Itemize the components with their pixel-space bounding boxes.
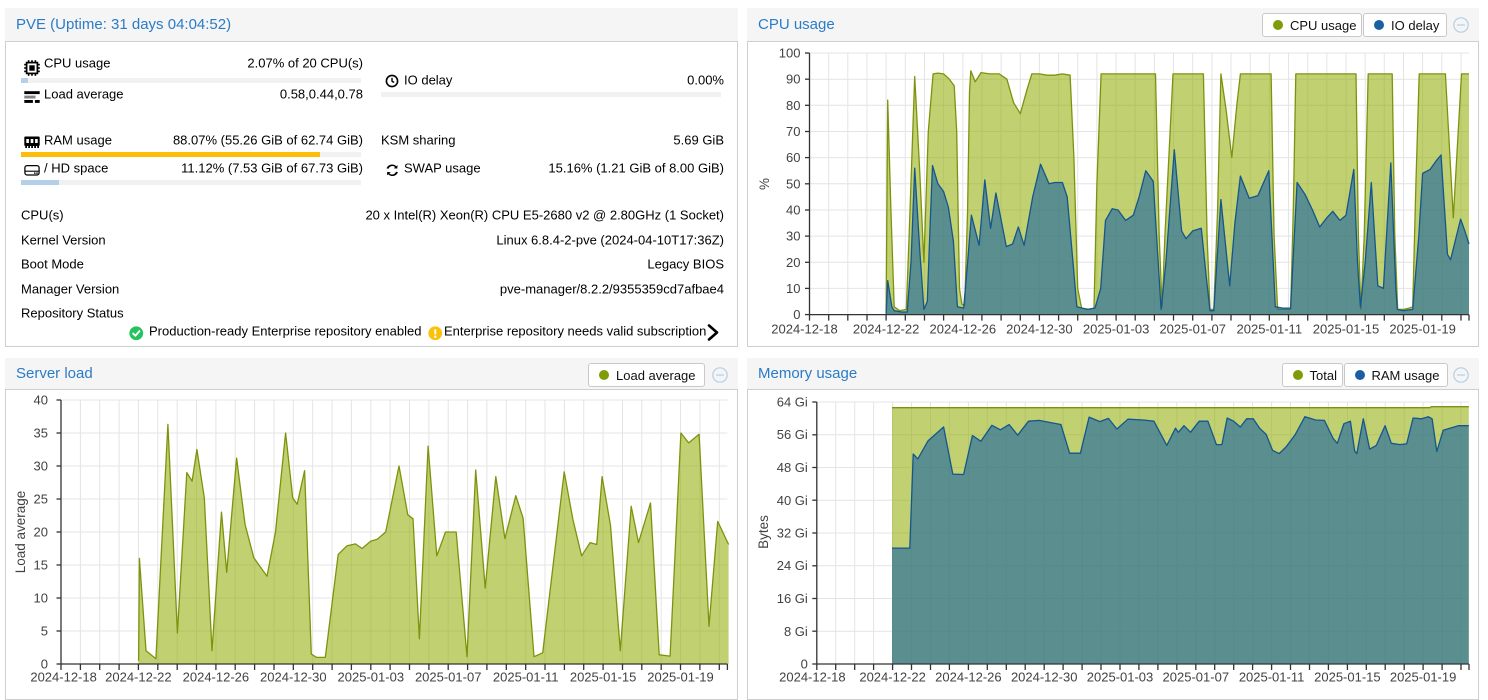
svg-text:60: 60 — [786, 150, 800, 165]
svg-text:100: 100 — [779, 46, 801, 61]
svg-text:40: 40 — [786, 203, 800, 218]
svg-text:25: 25 — [34, 492, 48, 507]
svg-text:90: 90 — [786, 72, 800, 87]
svg-text:40: 40 — [34, 393, 48, 408]
svg-text:2024-12-22: 2024-12-22 — [853, 322, 920, 337]
svg-text:2024-12-30: 2024-12-30 — [1006, 322, 1073, 337]
svg-text:2025-01-03: 2025-01-03 — [1087, 670, 1154, 685]
svg-text:2025-01-19: 2025-01-19 — [1389, 322, 1456, 337]
svg-text:2025-01-03: 2025-01-03 — [1083, 322, 1150, 337]
svg-text:2025-01-15: 2025-01-15 — [570, 670, 637, 685]
svg-text:0: 0 — [793, 307, 800, 322]
svg-text:2024-12-26: 2024-12-26 — [183, 670, 250, 685]
svg-text:2024-12-18: 2024-12-18 — [779, 670, 846, 685]
svg-text:50: 50 — [786, 176, 800, 191]
svg-text:16 Gi: 16 Gi — [777, 591, 808, 606]
svg-text:%: % — [757, 178, 772, 190]
svg-text:2025-01-19: 2025-01-19 — [1390, 670, 1457, 685]
svg-text:2025-01-03: 2025-01-03 — [338, 670, 405, 685]
svg-text:Bytes: Bytes — [756, 515, 771, 549]
svg-text:8 Gi: 8 Gi — [784, 624, 808, 639]
svg-text:Load average: Load average — [13, 491, 28, 574]
svg-text:2025-01-19: 2025-01-19 — [647, 670, 714, 685]
svg-text:2025-01-07: 2025-01-07 — [415, 670, 482, 685]
svg-text:10: 10 — [786, 281, 800, 296]
svg-text:2024-12-26: 2024-12-26 — [935, 670, 1002, 685]
svg-text:56 Gi: 56 Gi — [777, 427, 808, 442]
svg-text:2025-01-11: 2025-01-11 — [1239, 670, 1305, 685]
svg-text:64 Gi: 64 Gi — [777, 395, 808, 410]
svg-text:2025-01-11: 2025-01-11 — [493, 670, 559, 685]
svg-text:40 Gi: 40 Gi — [777, 493, 808, 508]
svg-text:10: 10 — [34, 591, 48, 606]
svg-text:0: 0 — [41, 657, 48, 672]
svg-text:2024-12-18: 2024-12-18 — [30, 670, 97, 685]
svg-text:30: 30 — [786, 229, 800, 244]
svg-text:2024-12-26: 2024-12-26 — [930, 322, 997, 337]
svg-text:2024-12-18: 2024-12-18 — [771, 322, 838, 337]
svg-text:2025-01-15: 2025-01-15 — [1314, 670, 1381, 685]
svg-text:5: 5 — [41, 624, 48, 639]
svg-text:2025-01-15: 2025-01-15 — [1313, 322, 1380, 337]
svg-text:24 Gi: 24 Gi — [777, 558, 808, 573]
svg-text:48 Gi: 48 Gi — [777, 460, 808, 475]
svg-text:0: 0 — [801, 657, 808, 672]
svg-text:2024-12-30: 2024-12-30 — [1011, 670, 1078, 685]
svg-text:20: 20 — [34, 525, 48, 540]
svg-text:30: 30 — [34, 459, 48, 474]
svg-text:80: 80 — [786, 98, 800, 113]
svg-text:2024-12-22: 2024-12-22 — [105, 670, 172, 685]
svg-text:35: 35 — [34, 426, 48, 441]
svg-text:70: 70 — [786, 124, 800, 139]
svg-text:15: 15 — [34, 558, 48, 573]
svg-text:20: 20 — [786, 255, 800, 270]
svg-text:2024-12-22: 2024-12-22 — [859, 670, 926, 685]
svg-text:2024-12-30: 2024-12-30 — [260, 670, 327, 685]
svg-text:2025-01-11: 2025-01-11 — [1237, 322, 1303, 337]
svg-text:2025-01-07: 2025-01-07 — [1159, 322, 1226, 337]
svg-text:2025-01-07: 2025-01-07 — [1163, 670, 1230, 685]
svg-text:32 Gi: 32 Gi — [777, 526, 808, 541]
